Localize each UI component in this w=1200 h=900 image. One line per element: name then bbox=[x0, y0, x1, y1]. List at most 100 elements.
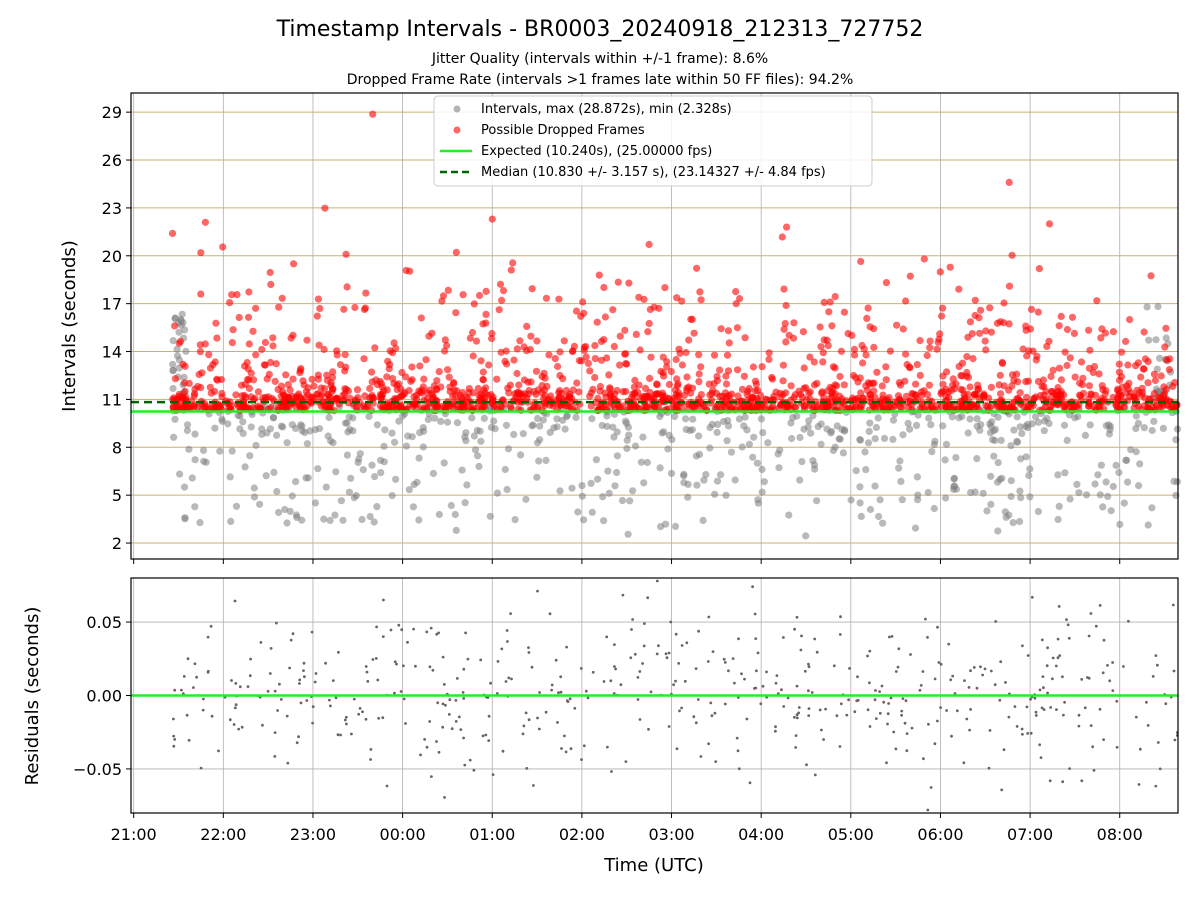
interval-point bbox=[1134, 419, 1142, 427]
interval-point bbox=[749, 453, 757, 461]
dropped-frame-point bbox=[266, 268, 274, 277]
residual-point bbox=[951, 674, 955, 678]
residual-point bbox=[839, 615, 842, 619]
interval-point bbox=[377, 469, 385, 477]
dropped-frame-point bbox=[982, 327, 990, 335]
residual-point bbox=[1065, 618, 1068, 621]
dropped-frame-point bbox=[663, 363, 671, 371]
interval-point bbox=[759, 429, 767, 437]
residual-point bbox=[1056, 637, 1060, 641]
dropped-frame-point bbox=[1163, 356, 1171, 364]
interval-point bbox=[578, 482, 586, 490]
dropped-frame-point bbox=[341, 351, 349, 359]
interval-point bbox=[250, 493, 259, 501]
interval-point bbox=[241, 463, 249, 471]
residual-point bbox=[302, 669, 305, 672]
intervals-y-tick-label-14: 14 bbox=[102, 343, 122, 362]
dropped-frame-point bbox=[968, 330, 976, 338]
residual-point bbox=[868, 649, 872, 653]
dropped-frame-point bbox=[488, 334, 496, 343]
residual-point bbox=[361, 710, 364, 714]
dropped-frame-point bbox=[1097, 334, 1105, 342]
dropped-frame-point bbox=[456, 391, 464, 399]
dropped-frame-point bbox=[823, 336, 831, 344]
residual-point bbox=[962, 761, 966, 765]
dropped-frame-point bbox=[278, 294, 286, 302]
interval-point bbox=[399, 412, 407, 420]
residual-point bbox=[882, 700, 886, 704]
dropped-frame-point bbox=[466, 334, 474, 342]
residual-point bbox=[748, 781, 752, 785]
residual-point bbox=[866, 708, 870, 712]
residual-point bbox=[334, 696, 338, 700]
residual-point bbox=[797, 711, 800, 715]
interval-point bbox=[906, 425, 914, 433]
interval-point bbox=[228, 447, 236, 455]
dropped-frame-point bbox=[551, 355, 559, 363]
dropped-frame-point bbox=[882, 363, 890, 371]
dropped-frame-point bbox=[283, 393, 291, 401]
residual-point bbox=[1048, 779, 1052, 783]
interval-point bbox=[1025, 471, 1033, 480]
residual-point bbox=[775, 674, 779, 677]
residual-point bbox=[180, 688, 183, 692]
residual-point bbox=[462, 736, 465, 740]
dropped-frame-point bbox=[243, 359, 251, 367]
residual-point bbox=[550, 683, 554, 687]
interval-point bbox=[640, 479, 648, 487]
residual-point bbox=[441, 655, 445, 659]
dropped-frame-point bbox=[606, 385, 614, 393]
dropped-frame-point bbox=[723, 351, 732, 359]
residual-point bbox=[527, 651, 531, 654]
residual-point bbox=[564, 750, 568, 754]
interval-point bbox=[880, 434, 889, 442]
dropped-frame-point bbox=[596, 382, 605, 391]
interval-point bbox=[301, 428, 309, 437]
residual-point bbox=[642, 644, 646, 648]
dropped-frame-point bbox=[362, 289, 370, 297]
residual-point bbox=[939, 706, 942, 709]
dropped-frame-point bbox=[632, 403, 640, 411]
interval-point bbox=[326, 516, 334, 525]
dropped-frame-point bbox=[439, 292, 448, 300]
residual-point bbox=[1034, 710, 1038, 714]
dropped-frame-point bbox=[290, 260, 298, 268]
interval-point bbox=[788, 434, 796, 443]
residual-point bbox=[521, 732, 525, 736]
residual-point bbox=[1115, 745, 1119, 749]
x-tick-label-2200: 22:00 bbox=[200, 825, 246, 844]
residual-point bbox=[797, 706, 801, 709]
dropped-frame-point bbox=[1035, 265, 1043, 273]
dropped-frame-point bbox=[415, 387, 423, 395]
interval-point bbox=[437, 417, 445, 425]
dropped-frame-point bbox=[1095, 370, 1103, 378]
dropped-frame-point bbox=[516, 337, 524, 345]
interval-point bbox=[1115, 468, 1123, 477]
interval-point bbox=[1127, 446, 1135, 454]
interval-point bbox=[474, 452, 482, 460]
interval-point bbox=[556, 487, 564, 495]
residual-point bbox=[536, 716, 539, 720]
residual-point bbox=[291, 632, 295, 636]
dropped-frame-point bbox=[886, 347, 895, 355]
intervals-y-tick-label-5: 5 bbox=[112, 486, 122, 505]
residual-point bbox=[803, 669, 807, 673]
dropped-frame-point bbox=[408, 376, 416, 384]
dropped-frame-point bbox=[840, 308, 849, 316]
interval-point bbox=[1081, 431, 1089, 439]
interval-point bbox=[370, 518, 378, 526]
residual-point bbox=[613, 665, 616, 668]
residual-point bbox=[807, 707, 811, 710]
residual-point bbox=[314, 672, 318, 675]
dropped-frame-point bbox=[806, 353, 814, 361]
residual-point bbox=[824, 707, 827, 711]
interval-point bbox=[1124, 478, 1132, 486]
residual-point bbox=[972, 666, 976, 669]
residual-point bbox=[873, 698, 877, 702]
dropped-frame-point bbox=[393, 386, 401, 394]
residual-point bbox=[845, 713, 849, 717]
dropped-frame-point bbox=[197, 290, 205, 298]
dropped-frame-point bbox=[966, 318, 975, 326]
dropped-frame-point bbox=[392, 344, 400, 352]
residual-point bbox=[1101, 671, 1105, 675]
